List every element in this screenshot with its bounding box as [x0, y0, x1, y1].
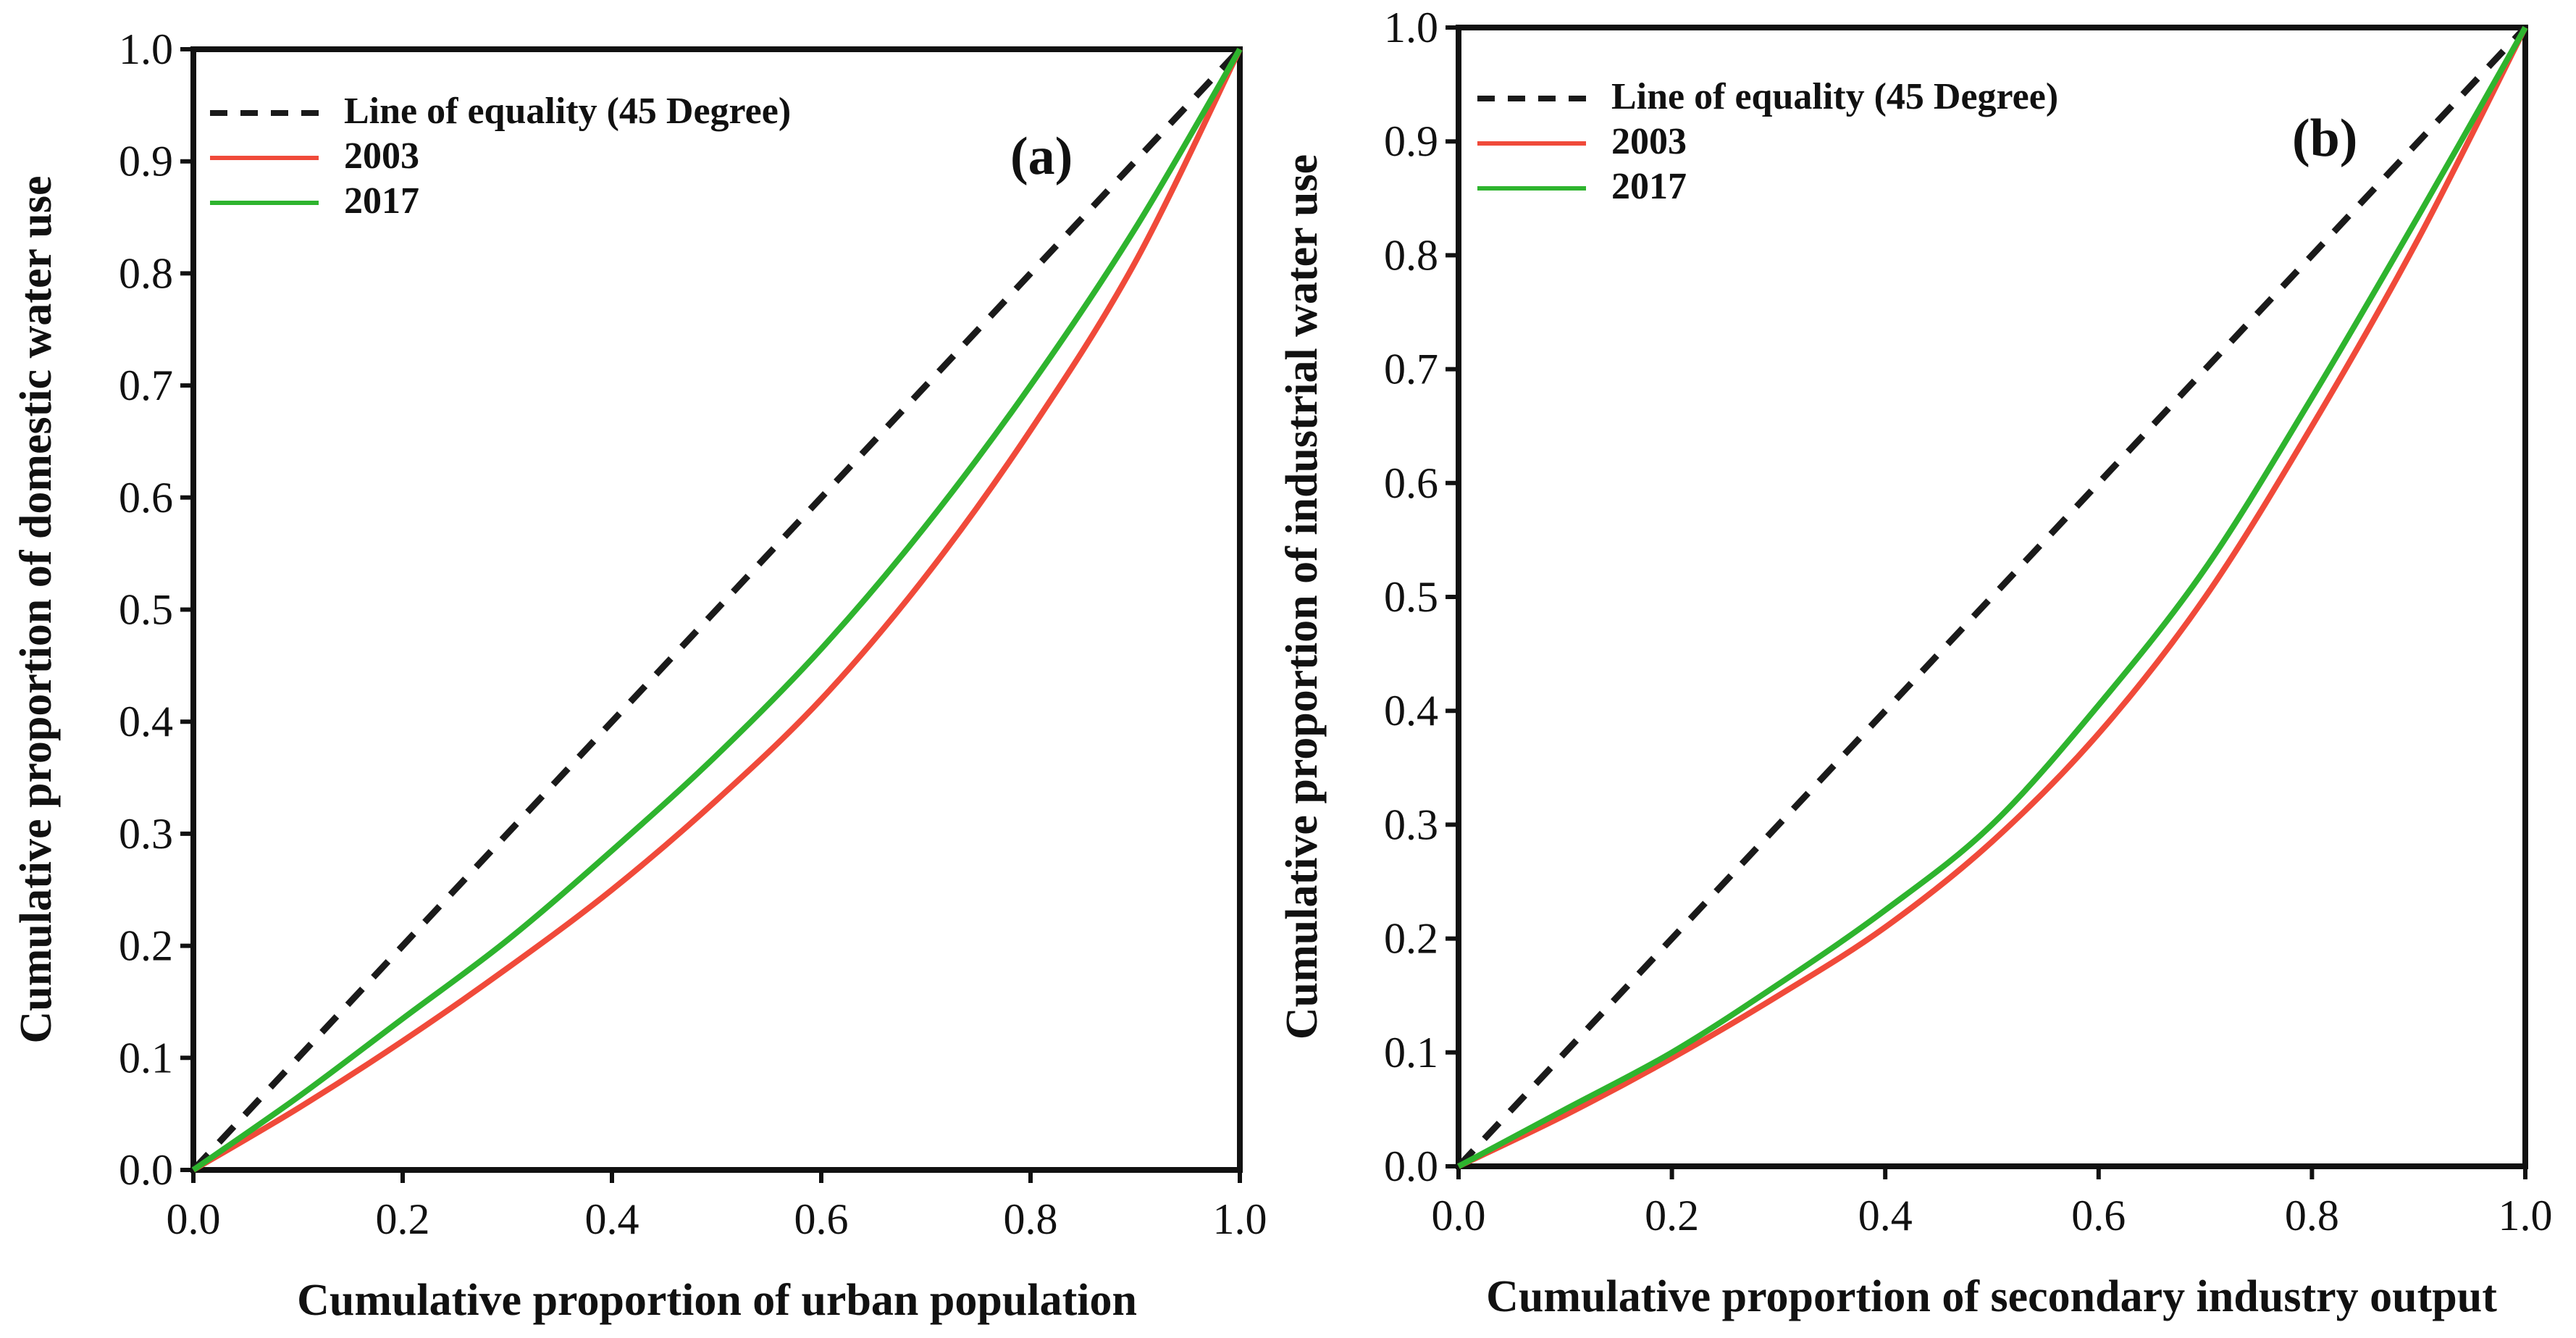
legend-label: 2017 [1611, 166, 1687, 207]
series-line-equality [1456, 25, 2528, 1169]
y-tick-label: 0.0 [1384, 1142, 1438, 1190]
x-tick-label: 0.0 [167, 1195, 221, 1243]
y-axis-title: Cumulative proportion of domestic water … [12, 175, 61, 1043]
x-tick-label: 0.6 [2071, 1192, 2126, 1239]
panel-label: (a) [1010, 127, 1073, 186]
series-line-equality [190, 46, 1243, 1173]
y-tick-label: 0.3 [119, 810, 173, 858]
series-line-2017 [1457, 26, 2528, 1169]
y-tick-label: 0.0 [119, 1146, 173, 1194]
y-tick-label: 0.5 [119, 586, 173, 634]
y-tick-label: 0.9 [1384, 117, 1438, 165]
x-tick-label: 0.0 [1432, 1192, 1486, 1239]
y-tick-label: 0.4 [119, 698, 173, 745]
legend-label: Line of equality (45 Degree) [344, 91, 791, 132]
chart-panel-a: 0.0 0.1 0.2 0.3 0.4 0.5 0.6 0.7 0.8 0.9 1.0 0.0 0.2 0… [12, 25, 1267, 1325]
y-tick-label: 0.4 [1384, 687, 1438, 735]
chart-panel-b: 0.0 0.1 0.2 0.3 0.4 0.5 0.6 0.7 0.8 0.9 1.0 0.0 0.2 0… [1277, 4, 2553, 1321]
legend-label: Line of equality (45 Degree) [1611, 76, 2058, 117]
y-tick-label: 1.0 [119, 25, 173, 73]
legend-label: 2017 [344, 180, 419, 222]
y-tick-label: 0.8 [1384, 231, 1438, 279]
y-axis-title: Cumulative proportion of industrial wate… [1277, 154, 1327, 1040]
x-tick-label: 0.6 [794, 1195, 849, 1243]
y-tick-label: 0.7 [119, 361, 173, 409]
x-axis-title: Cumulative proportion of urban populatio… [297, 1276, 1137, 1325]
x-tick-label: 1.0 [2499, 1192, 2553, 1239]
x-tick-label: 0.2 [376, 1195, 430, 1243]
legend-label: 2003 [344, 135, 419, 177]
y-tick-label: 1.0 [1384, 4, 1438, 51]
y-tick-label: 0.1 [1384, 1029, 1438, 1076]
x-tick-label: 0.4 [1858, 1192, 1913, 1239]
legend-label: 2003 [1611, 121, 1687, 162]
x-tick-label: 0.8 [2285, 1192, 2339, 1239]
y-tick-label: 0.3 [1384, 800, 1438, 848]
y-tick-label: 0.9 [119, 138, 173, 185]
x-tick-label: 1.0 [1213, 1195, 1267, 1243]
y-tick-label: 0.8 [119, 249, 173, 297]
y-tick-label: 0.6 [1384, 459, 1438, 507]
x-axis-title: Cumulative proportion of secondary indus… [1486, 1272, 2497, 1321]
y-tick-label: 0.1 [119, 1034, 173, 1082]
y-tick-label: 0.2 [1384, 915, 1438, 963]
x-tick-label: 0.8 [1004, 1195, 1058, 1243]
series-line-2003 [191, 48, 1243, 1173]
y-tick-label: 0.6 [119, 474, 173, 522]
y-tick-label: 0.7 [1384, 346, 1438, 393]
y-tick-label: 0.2 [119, 922, 173, 970]
series-line-2003 [1457, 26, 2528, 1169]
x-tick-label: 0.2 [1645, 1192, 1699, 1239]
series-line-2017 [191, 47, 1243, 1173]
y-tick-label: 0.5 [1384, 573, 1438, 621]
panel-label: (b) [2292, 109, 2357, 168]
x-tick-label: 0.4 [585, 1195, 639, 1243]
